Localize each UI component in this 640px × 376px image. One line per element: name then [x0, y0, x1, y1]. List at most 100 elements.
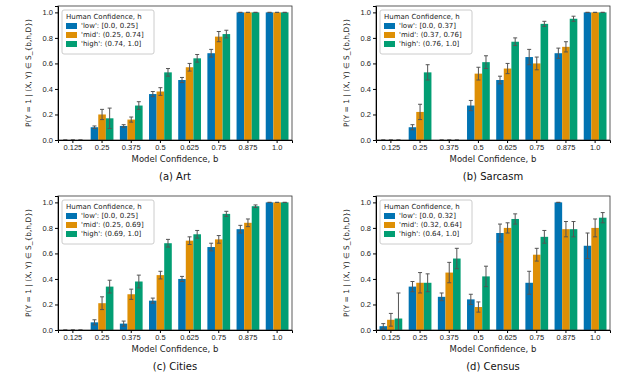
- legend-entry: 'low': [0.0, 0.32]: [384, 212, 456, 220]
- error-bar: [484, 56, 488, 69]
- error-cap: [122, 127, 126, 128]
- error-line: [160, 271, 161, 279]
- series: [396, 12, 606, 140]
- error-bar: [100, 109, 104, 119]
- error-line: [536, 248, 537, 261]
- error-cap: [601, 212, 605, 213]
- tick-label: 0.4: [43, 275, 53, 284]
- error-line: [182, 276, 183, 281]
- legend: Human Confidence, h'low': [0.0, 0.32]'mi…: [380, 200, 472, 244]
- series: [71, 12, 281, 140]
- error-line: [558, 48, 559, 58]
- bar: [453, 259, 461, 330]
- error-line: [500, 224, 501, 242]
- error-bar: [209, 49, 213, 57]
- error-bar: [506, 223, 510, 233]
- error-line: [138, 275, 139, 288]
- series: [380, 202, 592, 330]
- error-cap: [209, 250, 213, 251]
- tick: 0.125: [381, 140, 400, 152]
- tick: 0.375: [440, 330, 459, 342]
- bar: [244, 223, 252, 330]
- tick: 0.25: [95, 140, 110, 152]
- error-bar: [498, 224, 502, 242]
- error-line: [197, 54, 198, 62]
- bar: [91, 127, 99, 140]
- error-bar: [195, 230, 199, 238]
- error-cap: [188, 71, 192, 72]
- error-cap: [484, 68, 488, 69]
- error-line: [507, 223, 508, 233]
- error-cap: [455, 268, 459, 269]
- error-cap: [224, 211, 228, 212]
- error-cap: [498, 83, 502, 84]
- error-cap: [195, 54, 199, 55]
- error-line: [226, 211, 227, 216]
- error-bar: [469, 100, 473, 110]
- error-bar: [498, 76, 502, 84]
- tick: 0.875: [239, 140, 258, 152]
- error-cap: [275, 202, 279, 203]
- tick: 0.4: [361, 85, 376, 94]
- tick: 0.5: [155, 140, 165, 152]
- bar: [511, 219, 519, 330]
- error-cap: [166, 239, 170, 240]
- tick-label: 0.4: [361, 275, 371, 284]
- tick-label: 0.4: [361, 85, 371, 94]
- error-cap: [217, 41, 221, 42]
- tick-label: 0.375: [122, 143, 141, 152]
- error-cap: [586, 12, 590, 13]
- error-cap: [100, 109, 104, 110]
- error-line: [94, 320, 95, 325]
- error-line: [218, 32, 219, 42]
- error-cap: [564, 221, 568, 222]
- legend-label: 'mid': (0.25, 0.69]: [81, 221, 144, 229]
- error-cap: [158, 87, 162, 88]
- error-cap: [188, 236, 192, 237]
- error-line: [515, 38, 516, 46]
- tick-label: 0.6: [43, 249, 53, 258]
- bar: [215, 37, 223, 140]
- panel: 0.1250.250.3750.50.6250.750.8751.00.00.2…: [342, 6, 611, 182]
- error-cap: [426, 291, 430, 292]
- error-cap: [506, 63, 510, 64]
- legend-box: [380, 10, 472, 54]
- error-bar: [268, 12, 272, 13]
- error-cap: [283, 202, 287, 203]
- error-cap: [158, 271, 162, 272]
- tick-label: 0.875: [557, 333, 576, 342]
- error-cap: [166, 247, 170, 248]
- tick-label: 0.2: [361, 300, 371, 309]
- bar: [438, 297, 446, 330]
- error-cap: [151, 96, 155, 97]
- error-cap: [572, 21, 576, 22]
- legend-swatch: [384, 213, 395, 219]
- tick-label: 0.125: [63, 143, 82, 152]
- x-axis-title: Model Confidence, b: [132, 154, 219, 164]
- error-cap: [564, 51, 568, 52]
- bar: [591, 228, 599, 330]
- tick: 0.625: [180, 140, 199, 152]
- tick-label: 0.6: [43, 59, 53, 68]
- error-bar: [593, 12, 597, 13]
- error-cap: [396, 292, 400, 293]
- error-cap: [426, 273, 430, 274]
- error-cap: [224, 30, 228, 31]
- legend: Human Confidence, h'low': [0.0, 0.25]'mi…: [62, 10, 154, 54]
- bar: [504, 69, 512, 140]
- tick: 0.25: [95, 330, 110, 342]
- error-bar: [513, 38, 517, 46]
- error-cap: [246, 12, 250, 13]
- error-bar: [268, 202, 272, 203]
- error-bar: [137, 102, 141, 110]
- error-bar: [188, 63, 192, 71]
- bar: [266, 202, 274, 330]
- tick-label: 0.2: [43, 110, 53, 119]
- y-axis: 0.00.20.40.60.81.0: [43, 197, 59, 335]
- bar: [252, 12, 260, 140]
- error-line: [500, 76, 501, 84]
- y-axis: 0.00.20.40.60.81.0: [361, 7, 377, 145]
- tick: 0.2: [43, 110, 58, 119]
- tick-mark: [55, 330, 58, 331]
- tick: 0.6: [43, 249, 58, 258]
